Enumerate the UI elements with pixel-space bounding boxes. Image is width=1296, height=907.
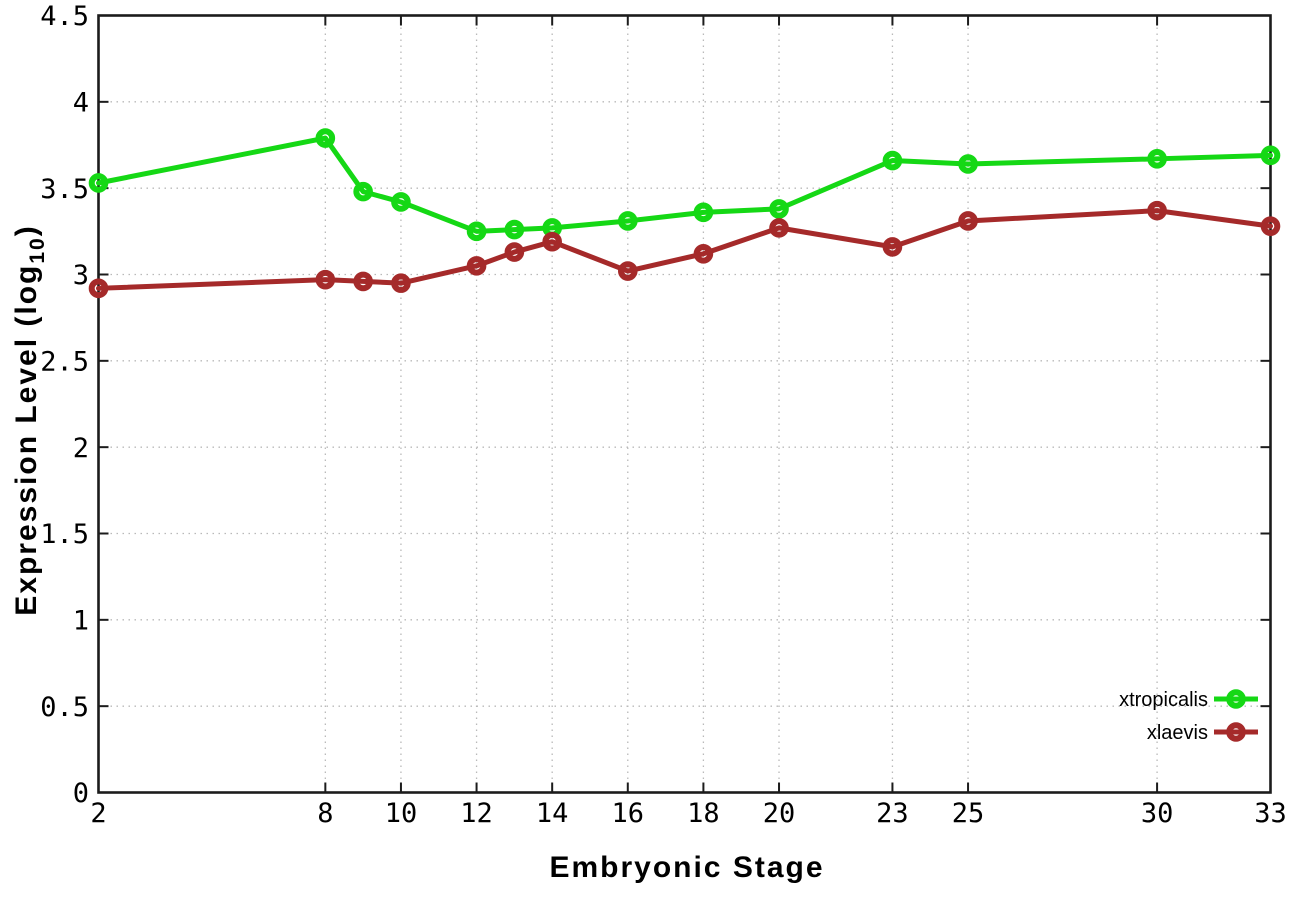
data-point-marker [693,202,714,223]
y-tick-label: 2 [73,433,89,464]
series-line [96,208,1273,291]
legend-sample-marker [1226,722,1246,742]
data-point-marker [315,269,336,290]
y-tick-label: 4 [73,88,89,119]
data-point-marker [466,221,487,242]
x-tick-label: 20 [763,798,796,829]
x-tick-label: 18 [687,798,720,829]
series-line [96,135,1273,234]
legend-sample-marker [1226,689,1246,709]
y-tick-label: 0 [73,778,89,809]
data-point-marker [504,219,525,240]
axes: 2 8 10 12 14 16 18 20 23 25 30 33 0 0.5 1 1.5 2 2.5 3 3.5 4 4… [40,1,1287,829]
data-series [88,128,1281,299]
data-point-marker [466,256,487,276]
legend-entry-label: xtropicalis [1119,689,1208,711]
data-point-marker [769,199,789,219]
series-xlaevis [88,200,1281,299]
y-tick-label: 1 [73,606,89,637]
data-point-marker [315,128,336,148]
x-tick-label: 25 [952,798,985,829]
data-point-marker [391,273,411,293]
data-point-marker [1260,145,1281,166]
legend-entry-label: xlaevis [1147,722,1208,744]
data-point-marker [958,154,978,174]
x-tick-label: 12 [460,798,493,829]
x-tick-label: 14 [536,798,569,829]
x-tick-label: 16 [612,798,645,829]
data-point-marker [882,237,903,257]
data-point-marker [617,261,638,281]
y-tick-label: 4.5 [40,1,89,32]
legend: xtropicalis xlaevis [1119,689,1258,744]
y-tick-label: 2.5 [40,347,89,378]
data-point-marker [882,150,903,171]
x-tick-label: 30 [1141,798,1174,829]
x-tick-label: 8 [317,798,333,829]
plot-border [97,14,1272,794]
data-point-marker [958,211,978,231]
y-tick-label: 0.5 [40,692,89,723]
data-point-marker [769,218,789,238]
x-axis-title: Embryonic Stage [549,851,824,884]
data-point-marker [1147,149,1167,169]
data-point-marker [504,242,525,262]
data-point-marker [88,173,109,193]
data-point-marker [391,192,411,212]
data-point-marker [353,271,373,292]
data-point-marker [542,231,562,252]
y-axis-title: Expression Level (log10) [10,224,49,615]
data-point-marker [1260,216,1281,236]
data-point-marker [617,211,638,231]
y-tick-label: 3 [73,260,89,291]
data-point-marker [353,181,373,202]
x-tick-label: 23 [876,798,909,829]
grid-lines [97,14,1272,794]
x-tick-label: 10 [385,798,418,829]
data-point-marker [88,278,109,299]
y-tick-label: 1.5 [40,519,89,550]
y-tick-label: 3.5 [40,174,89,205]
x-tick-label: 33 [1254,798,1287,829]
series-xtropicalis [88,128,1281,242]
x-tick-label: 2 [90,798,106,829]
data-point-marker [1147,200,1167,221]
data-point-marker [693,243,714,264]
